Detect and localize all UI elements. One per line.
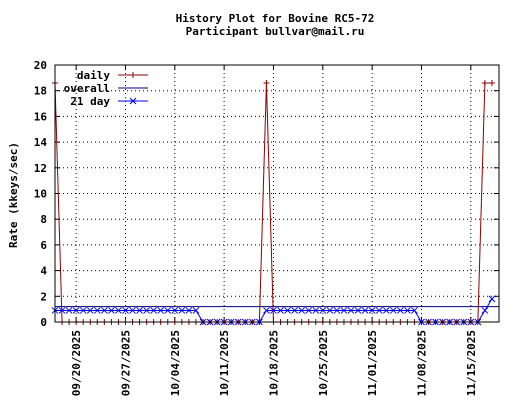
data-point bbox=[361, 307, 369, 314]
legend-label: daily bbox=[77, 69, 110, 82]
data-point bbox=[481, 79, 488, 86]
legend-item: overall bbox=[64, 82, 148, 95]
data-point bbox=[305, 307, 313, 314]
x-tick-label: 11/08/2025 bbox=[415, 330, 428, 396]
data-point bbox=[312, 307, 320, 314]
y-tick-label: 0 bbox=[40, 316, 47, 329]
data-point bbox=[368, 307, 376, 314]
data-point bbox=[185, 307, 193, 314]
data-point bbox=[488, 79, 495, 86]
data-point bbox=[192, 307, 200, 314]
data-point bbox=[122, 307, 129, 314]
y-axis-label: Rate (kkeys/sec) bbox=[7, 142, 20, 248]
data-point bbox=[65, 307, 73, 314]
data-point bbox=[382, 307, 390, 314]
data-point bbox=[277, 307, 284, 314]
legend-label: overall bbox=[64, 82, 110, 95]
y-tick-label: 10 bbox=[34, 188, 47, 201]
legend-label: 21 day bbox=[70, 95, 110, 108]
y-tick-label: 12 bbox=[34, 162, 47, 175]
data-point bbox=[178, 307, 186, 314]
data-point bbox=[79, 307, 87, 314]
data-point bbox=[108, 307, 115, 314]
data-point bbox=[284, 307, 291, 314]
x-tick-label: 10/18/2025 bbox=[267, 330, 280, 396]
legend-item: daily bbox=[77, 69, 148, 82]
data-point bbox=[354, 307, 362, 314]
data-point bbox=[100, 307, 108, 314]
chart-subtitle: Participant bullvar@mail.ru bbox=[186, 25, 365, 38]
y-tick-label: 2 bbox=[40, 290, 47, 303]
data-point bbox=[488, 295, 496, 303]
data-point bbox=[389, 307, 397, 314]
data-point bbox=[157, 307, 165, 314]
data-point bbox=[347, 307, 355, 314]
data-point bbox=[143, 307, 150, 314]
data-point bbox=[340, 307, 348, 314]
data-point bbox=[86, 307, 94, 314]
x-tick-label: 10/11/2025 bbox=[218, 330, 231, 396]
y-tick-label: 16 bbox=[34, 110, 48, 123]
data-point bbox=[93, 307, 101, 314]
data-point bbox=[129, 307, 136, 314]
data-point bbox=[171, 307, 179, 314]
plot-frame bbox=[54, 64, 500, 323]
x-tick-label: 10/04/2025 bbox=[169, 330, 182, 396]
data-point bbox=[263, 79, 270, 86]
y-tick-label: 8 bbox=[40, 213, 47, 226]
y-tick-label: 18 bbox=[34, 85, 47, 98]
y-tick-label: 14 bbox=[34, 136, 48, 149]
x-tick-label: 11/01/2025 bbox=[366, 330, 379, 396]
data-point bbox=[150, 307, 158, 314]
data-point bbox=[333, 307, 341, 314]
data-point bbox=[319, 307, 327, 314]
data-point bbox=[291, 307, 298, 314]
data-point bbox=[404, 307, 411, 314]
data-point bbox=[164, 307, 172, 314]
y-tick-label: 4 bbox=[40, 265, 47, 278]
data-point bbox=[298, 307, 306, 314]
x-tick-label: 09/27/2025 bbox=[119, 330, 132, 396]
axis-ticks: 0 2 4 6 8 10 12 14 16 18 20 09/20/2025 09/27/2025 10/… bbox=[34, 59, 499, 396]
data-point bbox=[130, 72, 136, 78]
y-tick-label: 20 bbox=[34, 59, 47, 72]
y-tick-label: 6 bbox=[40, 239, 47, 252]
data-point bbox=[375, 307, 383, 314]
data-point bbox=[129, 97, 137, 105]
data-point bbox=[115, 307, 122, 314]
legend-item: 21 day bbox=[70, 95, 148, 108]
data-point bbox=[136, 307, 143, 314]
x-tick-label: 09/20/2025 bbox=[70, 330, 83, 396]
x-tick-label: 11/15/2025 bbox=[465, 330, 478, 396]
data-point bbox=[411, 307, 418, 314]
data-point bbox=[396, 307, 404, 314]
data-point bbox=[481, 307, 489, 314]
grid bbox=[55, 65, 499, 322]
chart-title: History Plot for Bovine RC5-72 bbox=[176, 12, 375, 25]
data-point bbox=[263, 307, 270, 314]
data-point bbox=[326, 307, 334, 314]
data-point bbox=[72, 307, 80, 314]
x-tick-label: 10/25/2025 bbox=[317, 330, 330, 396]
